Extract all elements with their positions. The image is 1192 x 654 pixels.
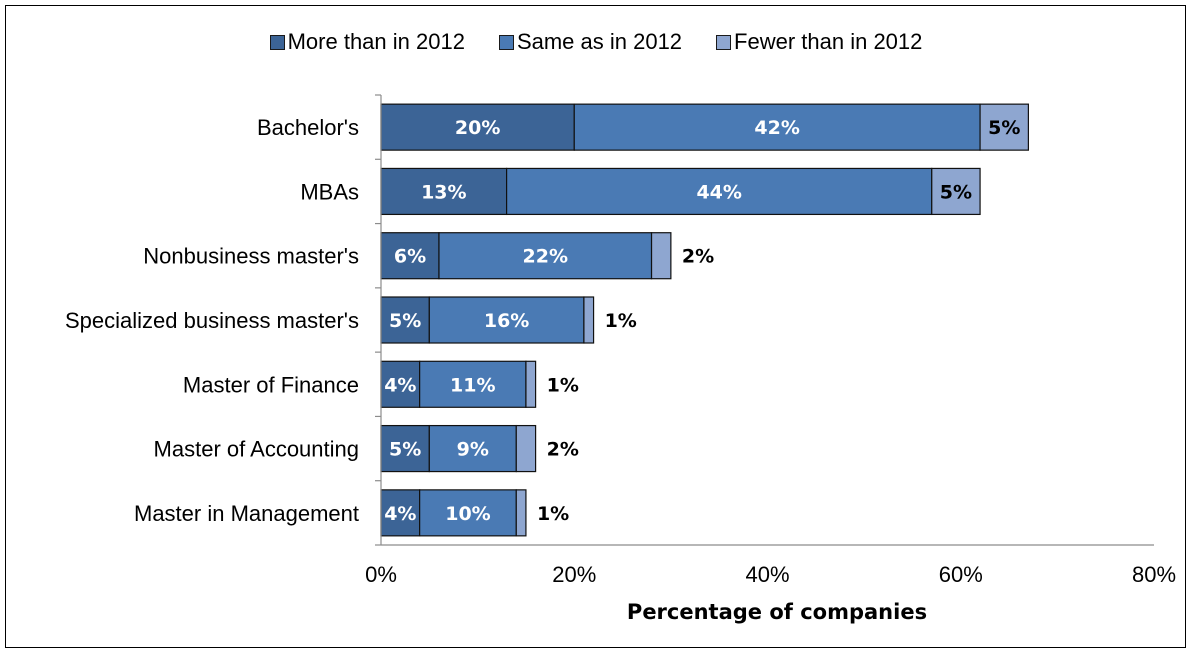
x-tick-label-0pct: 0% bbox=[365, 562, 397, 587]
category-label-nonbusiness-master-s: Nonbusiness master's bbox=[143, 244, 359, 269]
data-label-fewer-than-in-2012-master-in-management: 1% bbox=[537, 503, 569, 525]
data-label-same-as-in-2012-specialized-business-master-s: 16% bbox=[484, 310, 529, 332]
bar-same-as-in-2012-master-in-management bbox=[419, 489, 517, 537]
bar-fewer-than-in-2012-master-of-accounting bbox=[515, 424, 537, 473]
data-label-more-than-in-2012-nonbusiness-master-s: 6% bbox=[394, 246, 426, 268]
category-label-mbas: MBAs bbox=[300, 179, 359, 204]
data-label-more-than-in-2012-mbas: 13% bbox=[421, 181, 466, 203]
category-label-specialized-business-master-s: Specialized business master's bbox=[65, 308, 359, 333]
legend-swatch-more bbox=[269, 34, 285, 50]
data-label-more-than-in-2012-master-in-management: 4% bbox=[384, 503, 416, 525]
bar-more-than-in-2012-bachelor-s bbox=[380, 103, 575, 151]
bars-layer: 20% 42% 5% 13% 44% 5% 6% 22% 2% 5% 16% 1% 4% 11% 1% 5% 9… bbox=[380, 103, 1029, 537]
bar-more-than-in-2012-nonbusiness-master-s bbox=[380, 232, 440, 280]
legend-item-fewer: Fewer than in 2012 bbox=[716, 29, 922, 55]
x-tick-label-40pct: 40% bbox=[745, 562, 789, 587]
bar-fewer-than-in-2012-specialized-business-master-s bbox=[583, 296, 595, 344]
legend-swatch-fewer bbox=[716, 34, 732, 50]
data-label-fewer-than-in-2012-specialized-business-master-s: 1% bbox=[605, 310, 637, 332]
bar-fewer-than-in-2012-mbas bbox=[931, 167, 981, 216]
data-label-more-than-in-2012-specialized-business-master-s: 5% bbox=[389, 310, 421, 332]
data-label-fewer-than-in-2012-master-of-finance: 1% bbox=[547, 374, 579, 396]
bar-fewer-than-in-2012-bachelor-s bbox=[979, 103, 1029, 151]
data-label-more-than-in-2012-master-of-finance: 4% bbox=[384, 374, 416, 396]
bar-fewer-than-in-2012-master-in-management bbox=[515, 489, 527, 537]
bar-fewer-than-in-2012-master-of-finance bbox=[525, 360, 537, 408]
legend-label-more: More than in 2012 bbox=[287, 29, 465, 54]
axes-layer: Bachelor's MBAs Nonbusiness master's Specia… bbox=[65, 94, 1176, 587]
data-label-same-as-in-2012-master-in-management: 10% bbox=[445, 503, 490, 525]
x-tick-label-80pct: 80% bbox=[1132, 562, 1176, 587]
bar-same-as-in-2012-mbas bbox=[506, 167, 933, 216]
bar-same-as-in-2012-master-of-accounting bbox=[428, 424, 517, 473]
bar-fewer-than-in-2012-nonbusiness-master-s bbox=[650, 232, 672, 280]
data-label-fewer-than-in-2012-nonbusiness-master-s: 2% bbox=[682, 246, 714, 268]
data-label-fewer-than-in-2012-bachelor-s: 5% bbox=[988, 117, 1020, 139]
bar-same-as-in-2012-bachelor-s bbox=[573, 103, 981, 151]
bar-same-as-in-2012-master-of-finance bbox=[419, 360, 527, 408]
x-axis-title: Percentage of companies bbox=[627, 600, 927, 624]
legend-label-fewer: Fewer than in 2012 bbox=[734, 29, 923, 54]
data-label-fewer-than-in-2012-master-of-accounting: 2% bbox=[547, 439, 579, 461]
legend-label-same: Same as in 2012 bbox=[516, 29, 683, 54]
x-tick-label-20pct: 20% bbox=[552, 562, 596, 587]
category-label-master-of-finance: Master of Finance bbox=[183, 372, 359, 397]
data-label-fewer-than-in-2012-mbas: 5% bbox=[940, 181, 972, 203]
data-label-same-as-in-2012-nonbusiness-master-s: 22% bbox=[523, 246, 568, 268]
data-label-same-as-in-2012-bachelor-s: 42% bbox=[754, 117, 799, 139]
data-label-more-than-in-2012-bachelor-s: 20% bbox=[455, 117, 500, 139]
data-label-same-as-in-2012-master-of-accounting: 9% bbox=[457, 439, 489, 461]
category-label-master-of-accounting: Master of Accounting bbox=[154, 437, 359, 462]
data-label-same-as-in-2012-mbas: 44% bbox=[696, 181, 741, 203]
category-label-master-in-management: Master in Management bbox=[134, 501, 359, 526]
data-label-same-as-in-2012-master-of-finance: 11% bbox=[450, 374, 495, 396]
bar-more-than-in-2012-master-in-management bbox=[380, 489, 421, 537]
x-tick-label-60pct: 60% bbox=[939, 562, 983, 587]
legend-swatch-same bbox=[498, 34, 514, 50]
data-label-more-than-in-2012-master-of-accounting: 5% bbox=[389, 439, 421, 461]
legend-item-more: More than in 2012 bbox=[269, 29, 465, 55]
category-label-bachelor-s: Bachelor's bbox=[257, 115, 359, 140]
legend-item-same: Same as in 2012 bbox=[498, 29, 683, 55]
chart-legend: More than in 2012 Same as in 2012 Fewer … bbox=[0, 29, 1192, 55]
